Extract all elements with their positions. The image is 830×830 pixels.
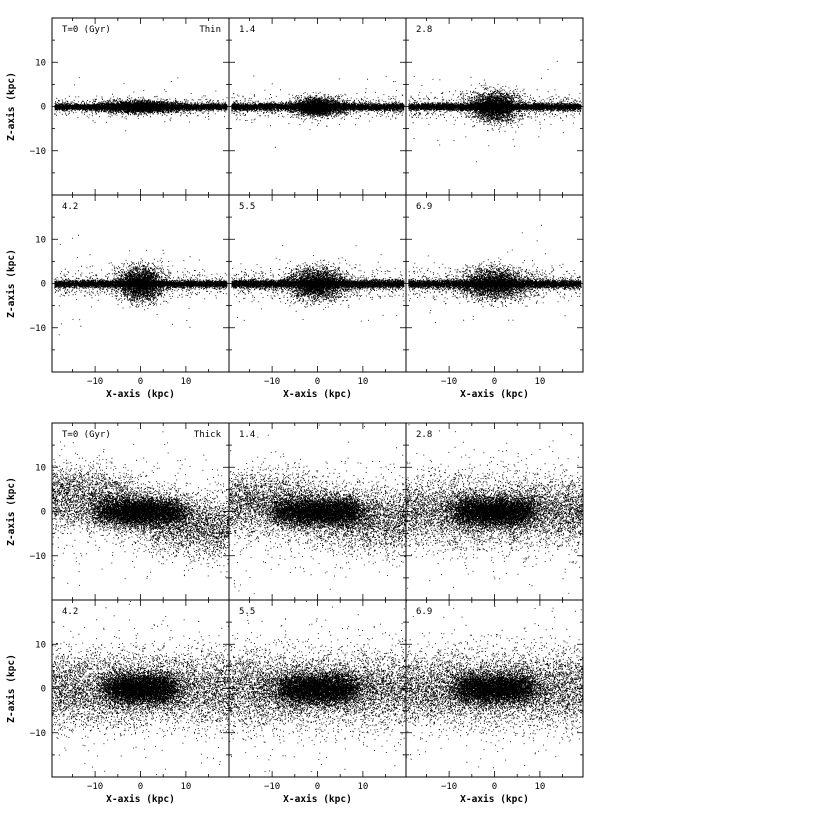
particles	[406, 567, 584, 793]
panel-thick-4-2: 4.2 10 0 −10 Z-axis (kpc) −10 0 10 X-axis (kpc)	[6, 571, 230, 805]
panel-time-label: T=0 (Gyr)	[62, 25, 111, 35]
x-tick-label: 10	[180, 782, 191, 792]
panel-thick-1-4: 1.4	[229, 421, 407, 629]
panel-time-label: 4.2	[62, 202, 78, 212]
x-tick-label: 10	[357, 782, 368, 792]
panel-thick-6-9: 6.9 −10 0 10 X-axis (kpc)	[406, 567, 584, 805]
x-tick-label: 0	[138, 377, 143, 387]
particles	[231, 245, 404, 322]
y-tick-label: 10	[35, 58, 46, 68]
y-axis-label: Z-axis (kpc)	[6, 249, 17, 318]
panel-thin-5-5: 5.5 −10 0 10 X-axis (kpc)	[229, 195, 406, 400]
particle-cloud	[408, 225, 581, 323]
x-tick-label: 10	[357, 377, 368, 387]
panel-thick-0: T=0 (Gyr) Thick 10 0 −10 Z-axis (kpc)	[6, 423, 244, 600]
particles	[408, 225, 581, 323]
panel-thin-4-2: 4.2 10 0 −10 Z-axis (kpc) −10 0 10 X-axis (kpc)	[6, 195, 229, 400]
particles	[52, 571, 230, 800]
particles	[229, 586, 407, 801]
y-tick-label: −10	[30, 324, 46, 334]
panel-thin-1-4: 1.4	[229, 18, 406, 195]
particle-cloud	[229, 586, 407, 801]
particle-cloud	[408, 61, 581, 162]
particles	[54, 77, 227, 131]
x-axis-label: X-axis (kpc)	[106, 794, 175, 805]
panel-component-label: Thin	[199, 25, 221, 35]
particle-cloud	[231, 76, 404, 148]
y-axis-label: Z-axis (kpc)	[6, 72, 17, 141]
x-tick-label: 0	[492, 782, 497, 792]
panel-time-label: 2.8	[416, 430, 432, 440]
y-tick-label: −10	[30, 147, 46, 157]
x-axis-label: X-axis (kpc)	[460, 794, 529, 805]
particles	[229, 421, 407, 629]
particle-cloud	[54, 77, 227, 131]
x-tick-label: 10	[534, 782, 545, 792]
panel-time-label: 5.5	[239, 202, 255, 212]
particles	[231, 76, 404, 148]
y-tick-label: 0	[41, 685, 46, 695]
x-tick-label: −10	[87, 377, 103, 387]
particles	[54, 235, 227, 335]
x-axis-label: X-axis (kpc)	[106, 389, 175, 400]
y-tick-label: −10	[30, 552, 46, 562]
y-axis-label: Z-axis (kpc)	[6, 477, 17, 546]
panel-grid: T=0 (Gyr) Thin 10 0 −10 Z-axis (kpc) 1.4 2.8 4.2…	[6, 18, 584, 805]
panel-time-label: 4.2	[62, 607, 78, 617]
y-tick-label: 10	[35, 463, 46, 473]
x-tick-label: 10	[534, 377, 545, 387]
y-tick-label: 10	[35, 640, 46, 650]
particles	[406, 421, 584, 594]
panel-thick-5-5: 5.5 −10 0 10 X-axis (kpc)	[229, 586, 407, 805]
panel-time-label: 5.5	[239, 607, 255, 617]
y-tick-label: 10	[35, 235, 46, 245]
particle-cloud	[231, 245, 404, 322]
panel-thick-2-8: 2.8	[406, 421, 584, 600]
panel-thin-6-9: 6.9 −10 0 10 X-axis (kpc)	[406, 195, 583, 400]
panel-time-label: 1.4	[239, 25, 255, 35]
particle-cloud	[406, 421, 584, 594]
y-axis-label: Z-axis (kpc)	[6, 654, 17, 723]
x-tick-label: 0	[315, 782, 320, 792]
x-tick-label: −10	[441, 782, 457, 792]
particles	[408, 61, 581, 162]
particle-cloud	[229, 421, 407, 629]
x-tick-label: 0	[138, 782, 143, 792]
particle-cloud	[52, 571, 230, 800]
panel-time-label: 2.8	[416, 25, 432, 35]
x-tick-label: −10	[264, 377, 280, 387]
x-tick-label: −10	[264, 782, 280, 792]
y-tick-label: −10	[30, 729, 46, 739]
x-axis-label: X-axis (kpc)	[283, 794, 352, 805]
x-tick-label: −10	[87, 782, 103, 792]
y-tick-label: 0	[41, 508, 46, 518]
x-tick-label: −10	[441, 377, 457, 387]
y-tick-label: 0	[41, 280, 46, 290]
particles	[50, 431, 244, 585]
panel-thin-2-8: 2.8	[406, 18, 583, 195]
panel-thin-0: T=0 (Gyr) Thin 10 0 −10 Z-axis (kpc)	[6, 18, 229, 195]
panel-time-label: 6.9	[416, 607, 432, 617]
x-axis-label: X-axis (kpc)	[460, 389, 529, 400]
panel-time-label: 6.9	[416, 202, 432, 212]
panel-time-label: 1.4	[239, 430, 255, 440]
particle-cloud	[406, 567, 584, 793]
panel-component-label: Thick	[194, 430, 222, 440]
panel-time-label: T=0 (Gyr)	[62, 430, 111, 440]
y-tick-label: 0	[41, 103, 46, 113]
particle-cloud	[50, 431, 244, 585]
x-tick-label: 10	[180, 377, 191, 387]
particle-cloud	[54, 235, 227, 335]
x-axis-label: X-axis (kpc)	[283, 389, 352, 400]
x-tick-label: 0	[315, 377, 320, 387]
x-tick-label: 0	[492, 377, 497, 387]
